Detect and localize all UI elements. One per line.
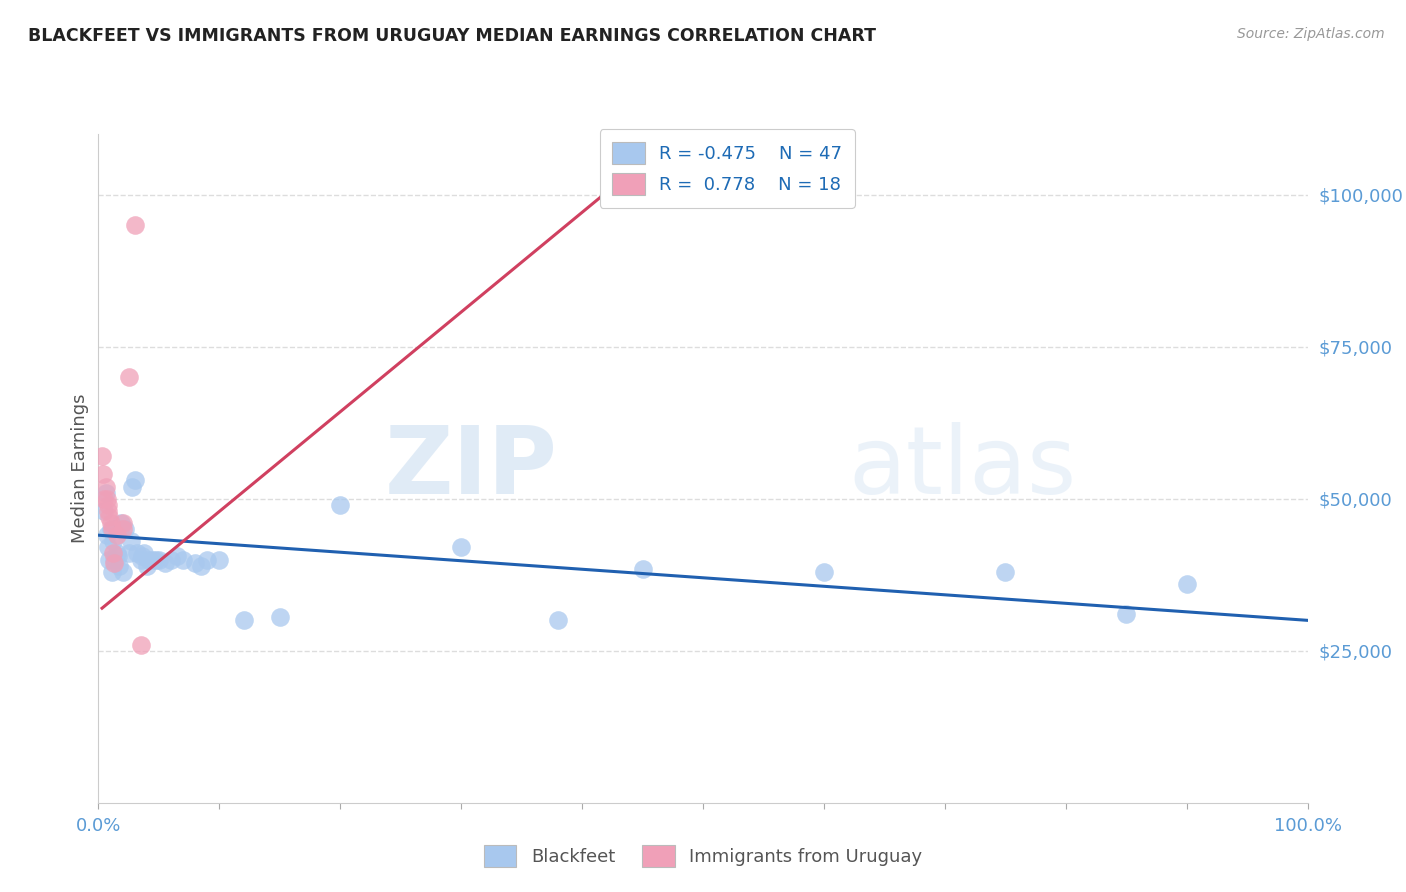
Legend: Blackfeet, Immigrants from Uruguay: Blackfeet, Immigrants from Uruguay: [477, 838, 929, 874]
Point: [994, 565, 1017, 579]
Point: [98, 552, 121, 566]
Point: [100, 516, 122, 530]
Point: [98, 510, 121, 524]
Point: [101, 546, 124, 560]
Point: [166, 549, 188, 564]
Point: [124, 218, 146, 232]
Point: [105, 546, 128, 560]
Point: [135, 558, 157, 573]
Point: [232, 613, 254, 627]
Point: [94, 485, 117, 500]
Point: [124, 474, 146, 488]
Point: [93, 491, 115, 506]
Point: [100, 522, 122, 536]
Point: [120, 534, 142, 549]
Point: [1115, 607, 1137, 622]
Text: Source: ZipAtlas.com: Source: ZipAtlas.com: [1237, 27, 1385, 41]
Text: atlas: atlas: [848, 422, 1077, 515]
Point: [1175, 577, 1198, 591]
Point: [100, 565, 122, 579]
Point: [329, 498, 352, 512]
Point: [111, 522, 134, 536]
Point: [114, 522, 136, 536]
Point: [145, 552, 167, 566]
Point: [110, 516, 132, 530]
Point: [138, 552, 160, 566]
Point: [547, 613, 569, 627]
Point: [108, 558, 131, 573]
Point: [148, 552, 170, 566]
Point: [111, 565, 134, 579]
Point: [118, 370, 141, 384]
Text: BLACKFEET VS IMMIGRANTS FROM URUGUAY MEDIAN EARNINGS CORRELATION CHART: BLACKFEET VS IMMIGRANTS FROM URUGUAY MED…: [28, 27, 876, 45]
Point: [105, 528, 128, 542]
Point: [96, 491, 118, 506]
Point: [142, 552, 165, 566]
Point: [450, 541, 472, 555]
Point: [118, 546, 141, 560]
Point: [153, 556, 176, 570]
Point: [108, 522, 131, 536]
Point: [97, 541, 120, 555]
Point: [208, 552, 231, 566]
Point: [631, 562, 654, 576]
Point: [96, 528, 118, 542]
Point: [134, 546, 156, 560]
Point: [103, 556, 125, 570]
Point: [184, 556, 207, 570]
Point: [129, 638, 152, 652]
Y-axis label: Median Earnings: Median Earnings: [70, 393, 89, 543]
Point: [813, 565, 835, 579]
Point: [111, 516, 134, 530]
Point: [91, 467, 114, 482]
Point: [94, 479, 117, 493]
Point: [190, 558, 212, 573]
Point: [100, 522, 122, 536]
Point: [91, 449, 114, 463]
Point: [97, 504, 120, 518]
Point: [195, 552, 218, 566]
Point: [97, 498, 120, 512]
Point: [101, 534, 124, 549]
Point: [93, 504, 115, 518]
Text: ZIP: ZIP: [385, 422, 558, 515]
Point: [129, 552, 152, 566]
Point: [131, 549, 153, 564]
Point: [269, 610, 291, 624]
Point: [172, 552, 194, 566]
Point: [160, 552, 183, 566]
Point: [103, 552, 125, 566]
Point: [107, 549, 129, 564]
Point: [121, 479, 143, 493]
Point: [127, 546, 149, 560]
